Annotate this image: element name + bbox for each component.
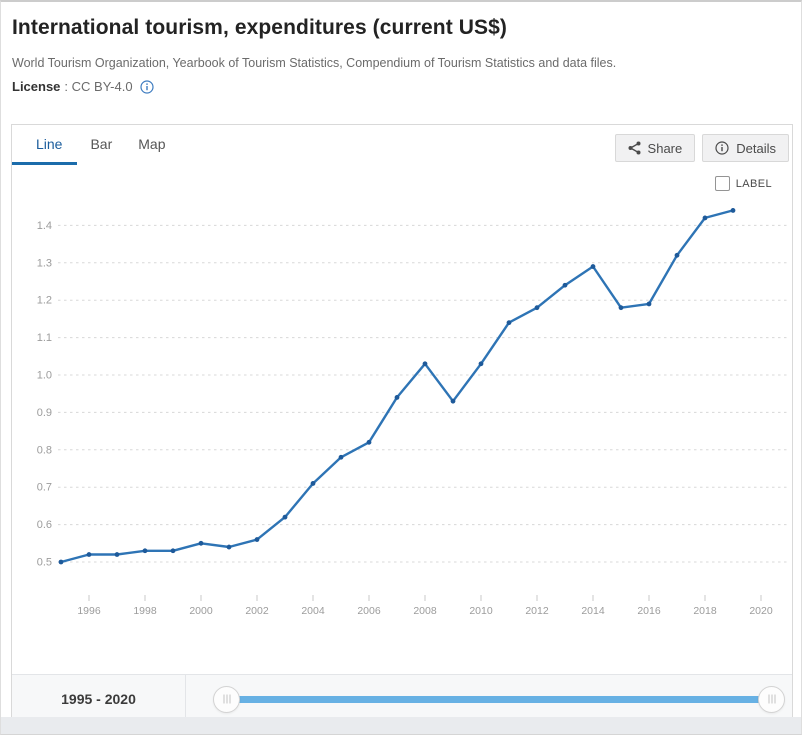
details-button[interactable]: Details bbox=[702, 134, 789, 162]
license-info-icon[interactable] bbox=[139, 79, 154, 94]
svg-text:2020: 2020 bbox=[749, 605, 773, 617]
slider-grip-icon bbox=[768, 694, 775, 704]
slider-cell bbox=[186, 675, 792, 722]
tab-bar-chart[interactable]: Bar bbox=[90, 135, 113, 152]
slider-handle-right[interactable] bbox=[758, 685, 785, 713]
svg-text:1.0: 1.0 bbox=[37, 370, 52, 382]
share-button-label: Share bbox=[647, 140, 683, 156]
time-slider-bar: 1995 - 2020 bbox=[12, 674, 792, 722]
svg-text:2016: 2016 bbox=[637, 605, 661, 617]
chart-card: Line Bar Map Share bbox=[11, 124, 793, 722]
tab-bar: Line Bar Map Share bbox=[12, 125, 792, 165]
line-chart-canvas[interactable]: 0.5 0.6 0.7 0.8 0.9 1.0 1.1 1.2 1.3 1.4 1996 1998 20… bbox=[12, 165, 792, 674]
svg-text:1.1: 1.1 bbox=[37, 332, 52, 344]
svg-text:1.3: 1.3 bbox=[37, 257, 52, 269]
svg-text:1.2: 1.2 bbox=[37, 295, 52, 307]
page-title: International tourism, expenditures (cur… bbox=[12, 16, 507, 39]
svg-text:2002: 2002 bbox=[245, 605, 269, 617]
svg-text:0.7: 0.7 bbox=[37, 482, 52, 494]
year-range-label: 1995 - 2020 bbox=[12, 675, 186, 722]
svg-text:2000: 2000 bbox=[189, 605, 213, 617]
svg-text:1998: 1998 bbox=[133, 605, 157, 617]
slider-track[interactable] bbox=[226, 695, 772, 703]
share-button[interactable]: Share bbox=[614, 134, 696, 162]
svg-text:2006: 2006 bbox=[357, 605, 381, 617]
source-attribution: World Tourism Organization, Yearbook of … bbox=[12, 56, 617, 70]
svg-text:2018: 2018 bbox=[693, 605, 717, 617]
svg-text:0.8: 0.8 bbox=[37, 444, 52, 456]
svg-text:2014: 2014 bbox=[581, 605, 605, 617]
license-value: : CC BY-4.0 bbox=[64, 79, 133, 94]
slider-handle-left[interactable] bbox=[213, 685, 240, 713]
svg-text:2010: 2010 bbox=[469, 605, 493, 617]
license-label: License bbox=[12, 79, 61, 94]
svg-text:0.5: 0.5 bbox=[37, 557, 52, 569]
details-button-label: Details bbox=[736, 140, 776, 156]
label-checkbox[interactable] bbox=[714, 176, 730, 191]
chart-region: 0.5 0.6 0.7 0.8 0.9 1.0 1.1 1.2 1.3 1.4 1996 1998 20… bbox=[12, 165, 792, 674]
page-background-strip bbox=[1, 717, 801, 734]
svg-text:2012: 2012 bbox=[525, 605, 549, 617]
svg-text:0.6: 0.6 bbox=[37, 519, 52, 531]
license-line: License : CC BY-4.0 bbox=[12, 79, 790, 94]
share-icon bbox=[628, 141, 641, 155]
tab-line[interactable]: Line bbox=[12, 125, 78, 165]
details-info-icon bbox=[715, 141, 729, 155]
label-checkbox-text: LABEL bbox=[735, 177, 772, 190]
svg-text:2008: 2008 bbox=[413, 605, 437, 617]
label-toggle[interactable]: LABEL bbox=[714, 176, 772, 191]
tab-map[interactable]: Map bbox=[138, 135, 166, 152]
svg-text:1996: 1996 bbox=[77, 605, 101, 617]
header: International tourism, expenditures (cur… bbox=[12, 16, 790, 94]
slider-grip-icon bbox=[223, 694, 230, 704]
svg-text:0.9: 0.9 bbox=[37, 407, 52, 419]
svg-text:1.4: 1.4 bbox=[37, 220, 52, 232]
tab-actions: Share Details bbox=[614, 125, 792, 165]
svg-text:2004: 2004 bbox=[301, 605, 325, 617]
